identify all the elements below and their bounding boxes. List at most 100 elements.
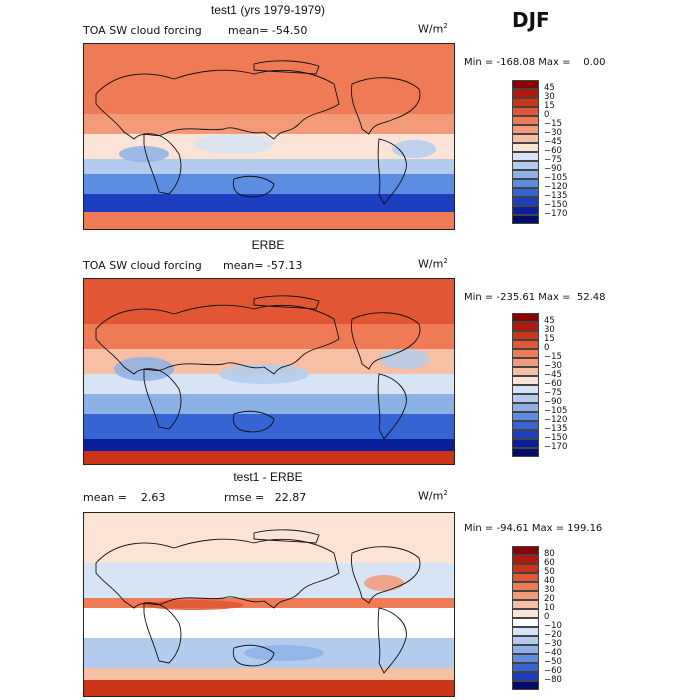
map-field-patch: [219, 364, 309, 384]
panel-1-units: W/m2: [418, 22, 448, 36]
colorbar-tick-label: −30: [544, 361, 562, 371]
coastline: [253, 295, 320, 310]
coastline: [232, 644, 275, 667]
colorbar-tick-label: 60: [544, 558, 555, 568]
colorbar-swatch: [512, 197, 539, 206]
colorbar-tick-label: 45: [544, 83, 555, 93]
panel-1-map: [83, 43, 455, 230]
colorbar-swatch: [512, 125, 539, 134]
map-field-patch: [144, 600, 244, 610]
colorbar-tick-label: 15: [544, 101, 555, 111]
colorbar-swatch: [512, 89, 539, 98]
colorbar-tick-label: −75: [544, 155, 562, 165]
colorbar-tick-label: 45: [544, 316, 555, 326]
colorbar-tick-label: 80: [544, 549, 555, 559]
colorbar-swatch: [512, 376, 539, 385]
colorbar-tick-label: −170: [544, 442, 568, 452]
colorbar-swatch: [512, 663, 539, 672]
colorbar-tick-label: 15: [544, 334, 555, 344]
map-band: [84, 324, 454, 349]
colorbar-swatch: [512, 439, 539, 448]
map-band: [84, 394, 454, 414]
panel-3-units: W/m2: [418, 489, 448, 503]
colorbar-tick-label: 0: [544, 110, 550, 120]
colorbar-swatch: [512, 215, 539, 224]
map-field-patch: [364, 575, 404, 591]
colorbar-swatch: [512, 609, 539, 618]
coastline: [253, 60, 320, 75]
panel-2-mean-label: mean= -57.13: [223, 259, 303, 272]
map-band: [84, 374, 454, 394]
coastline: [232, 175, 275, 198]
colorbar-tick-label: −40: [544, 648, 562, 658]
colorbar-tick-label: 0: [544, 612, 550, 622]
map-band: [84, 680, 454, 696]
colorbar-tick-label: −105: [544, 406, 568, 416]
colorbar-swatch: [512, 636, 539, 645]
colorbar-swatch: [512, 385, 539, 394]
colorbar-swatch: [512, 618, 539, 627]
colorbar-swatch: [512, 331, 539, 340]
map-band: [84, 608, 454, 638]
map-band: [84, 513, 454, 563]
colorbar-swatch: [512, 188, 539, 197]
panel-2-left-label: TOA SW cloud forcing: [83, 259, 202, 272]
colorbar-tick-label: −135: [544, 424, 568, 434]
panel-1-left-label: TOA SW cloud forcing: [83, 24, 202, 37]
map-band: [84, 194, 454, 212]
coastline: [232, 410, 275, 433]
colorbar-swatch: [512, 367, 539, 376]
colorbar-swatch: [512, 143, 539, 152]
colorbar-swatch: [512, 573, 539, 582]
map-band: [84, 114, 454, 134]
colorbar-tick-label: −170: [544, 209, 568, 219]
panel-1-title: test1 (yrs 1979-1979): [210, 3, 326, 17]
coastline: [253, 529, 320, 544]
panel-2-title: ERBE: [251, 238, 285, 252]
colorbar-swatch: [512, 322, 539, 331]
coastline: [377, 138, 407, 205]
colorbar-tick-label: −30: [544, 639, 562, 649]
colorbar-swatch: [512, 654, 539, 663]
colorbar-tick-label: −150: [544, 200, 568, 210]
colorbar-swatch: [512, 627, 539, 636]
colorbar-tick-label: −105: [544, 173, 568, 183]
colorbar-tick-label: 0: [544, 343, 550, 353]
colorbar-swatch: [512, 107, 539, 116]
colorbar-swatch: [512, 116, 539, 125]
colorbar-tick-label: −90: [544, 397, 562, 407]
panel-3-map: [83, 512, 455, 697]
colorbar-tick-label: 40: [544, 576, 555, 586]
colorbar-swatch: [512, 170, 539, 179]
colorbar-swatch: [512, 582, 539, 591]
colorbar-tick-label: −150: [544, 433, 568, 443]
colorbar-swatch: [512, 600, 539, 609]
colorbar-tick-label: −60: [544, 146, 562, 156]
colorbar-tick-label: −45: [544, 137, 562, 147]
panel-1-minmax: Min = -168.08 Max = 0.00: [464, 57, 606, 68]
map-band: [84, 279, 454, 324]
colorbar-tick-label: 20: [544, 594, 555, 604]
panel-3-minmax: Min = -94.61 Max = 199.16: [464, 523, 603, 534]
coastline: [377, 607, 407, 674]
colorbar-tick-label: −50: [544, 657, 562, 667]
colorbar-swatch: [512, 421, 539, 430]
colorbar-swatch: [512, 80, 539, 89]
coastline: [143, 133, 182, 195]
coastline: [350, 546, 421, 604]
map-band: [84, 159, 454, 174]
colorbar-swatch: [512, 591, 539, 600]
colorbar-tick-label: −45: [544, 370, 562, 380]
map-band: [84, 212, 454, 229]
coastline: [350, 77, 421, 135]
map-field-patch: [379, 349, 429, 369]
colorbar-swatch: [512, 152, 539, 161]
colorbar-tick-label: −60: [544, 379, 562, 389]
colorbar-tick-label: −60: [544, 666, 562, 676]
colorbar-swatch: [512, 681, 539, 690]
colorbar-swatch: [512, 179, 539, 188]
colorbar-tick-label: −120: [544, 182, 568, 192]
colorbar-tick-label: −120: [544, 415, 568, 425]
colorbar-swatch: [512, 412, 539, 421]
map-band: [84, 439, 454, 451]
